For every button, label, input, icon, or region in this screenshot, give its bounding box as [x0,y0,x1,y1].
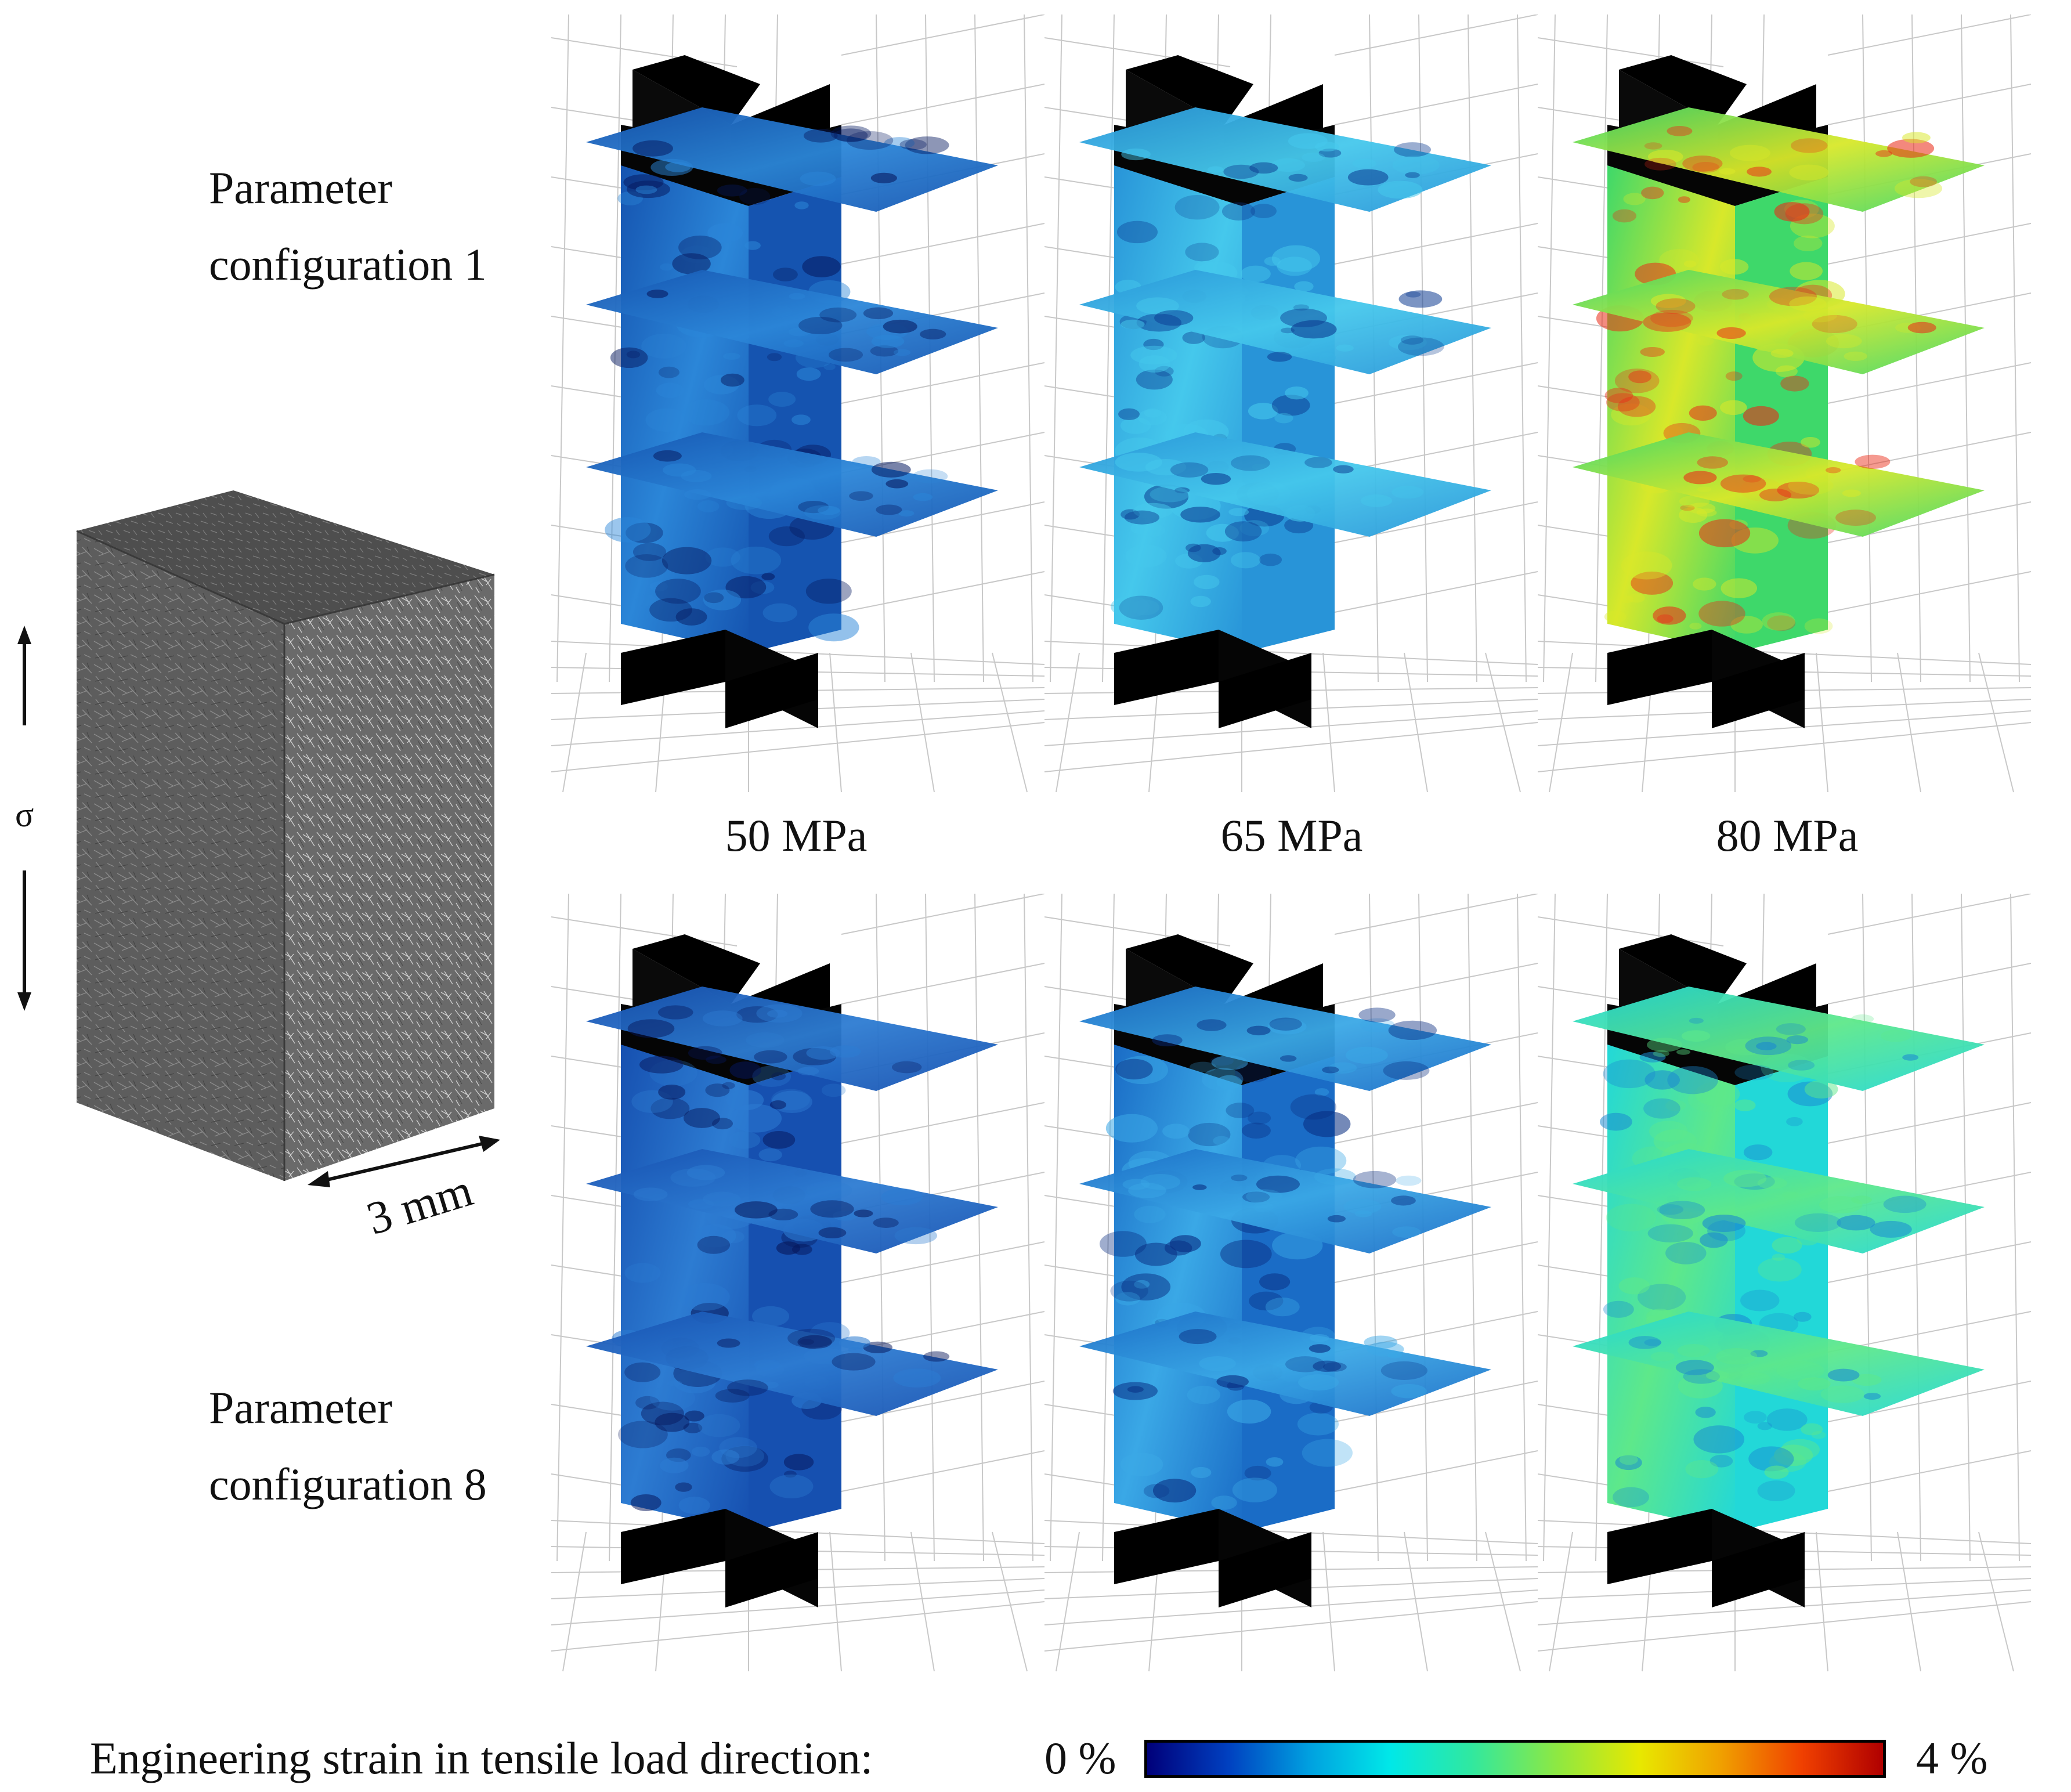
vertical-strain-slice [612,1045,850,1532]
horizontal-strain-slice [1079,1312,1491,1416]
bottom-grip [1607,1509,1805,1607]
horizontal-strain-slice [586,270,998,374]
colorbar-title: Engineering strain in tensile load direc… [90,1733,873,1783]
panel-config8-65mpa [1044,894,1538,1672]
specimen-top-face [77,490,494,624]
vertical-strain-slice [605,165,859,653]
vertical-strain-slice [1099,1045,1353,1532]
horizontal-strain-slice [1079,1149,1491,1253]
horizontal-strain-slice [1573,270,1985,374]
scale-arrow [308,1136,500,1187]
vertical-strain-slice [1596,165,1845,653]
column-label-80mpa: 80 MPa [1716,810,1859,861]
specimen-front-face [77,531,284,1181]
horizontal-strain-slice [586,1312,998,1416]
vertical-strain-slice [1111,165,1336,653]
horizontal-strain-slice [1573,432,1985,537]
load-direction-arrow [17,626,31,1011]
bottom-grip [1114,1509,1311,1607]
panel-config8-50mpa [551,894,1044,1672]
horizontal-strain-slice [1573,1312,1985,1416]
row-label-config-1: Parameter configuration 1 [209,162,487,290]
horizontal-strain-slice [586,1149,998,1253]
colorbar-max-label: 4 % [1916,1733,1988,1783]
bottom-grip [1607,630,1805,728]
horizontal-strain-slice [1573,1149,1985,1253]
horizontal-strain-slice [586,987,998,1091]
panel-config1-50mpa [551,15,1044,793]
specimen-block-illustration [17,490,500,1187]
colorbar-min-label: 0 % [1044,1733,1116,1783]
panel-config1-65mpa [1044,15,1538,793]
bottom-grip [1114,630,1311,728]
horizontal-strain-slice [1079,432,1491,537]
horizontal-strain-slice [586,107,998,212]
horizontal-strain-slice [1079,987,1491,1091]
horizontal-strain-slice [1573,107,1985,212]
row-label-config-8: Parameter configuration 8 [209,1382,487,1509]
specimen-side-face [284,575,494,1181]
colorbar [1144,1740,1886,1778]
sigma-load-symbol: σ [15,796,34,834]
horizontal-strain-slice [1573,987,1985,1091]
panel-config1-80mpa [1538,15,2031,793]
bottom-grip [621,1509,818,1607]
column-label-50mpa: 50 MPa [725,810,868,861]
vertical-strain-slice [1599,1045,1838,1532]
horizontal-strain-slice [586,432,998,537]
horizontal-strain-slice [1079,270,1491,374]
column-label-65mpa: 65 MPa [1220,810,1363,861]
panel-config8-80mpa [1538,894,2031,1672]
bottom-grip [621,630,818,728]
horizontal-strain-slice [1079,107,1491,212]
